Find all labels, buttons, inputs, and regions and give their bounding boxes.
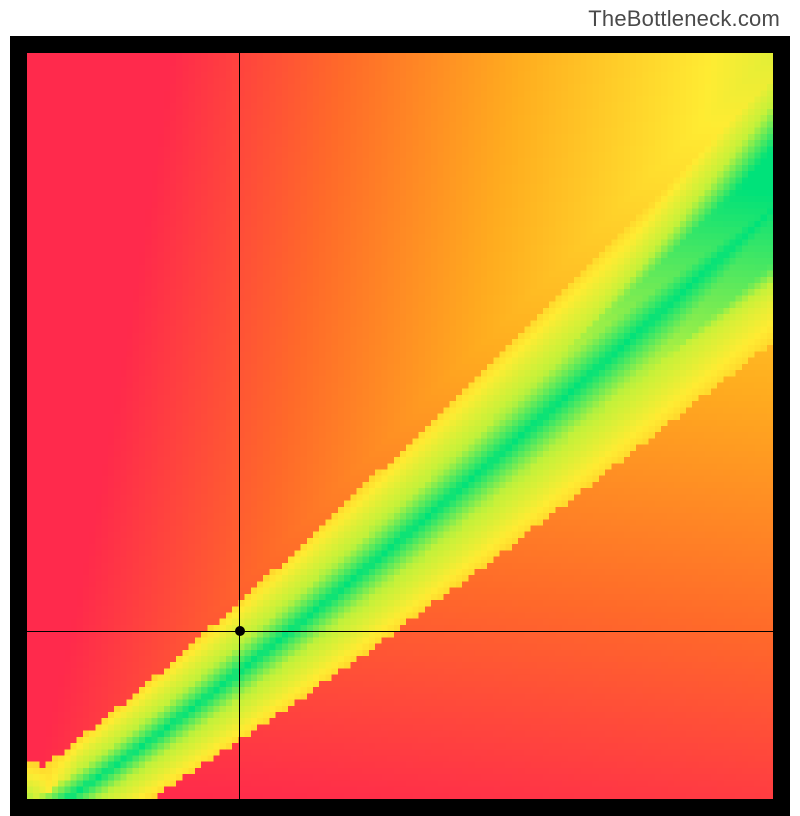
heatmap-canvas: [27, 53, 773, 799]
crosshair-marker: [235, 626, 245, 636]
watermark-text: TheBottleneck.com: [588, 6, 780, 32]
crosshair-vertical: [239, 53, 240, 799]
crosshair-horizontal: [27, 631, 773, 632]
heatmap-container: [27, 53, 773, 799]
